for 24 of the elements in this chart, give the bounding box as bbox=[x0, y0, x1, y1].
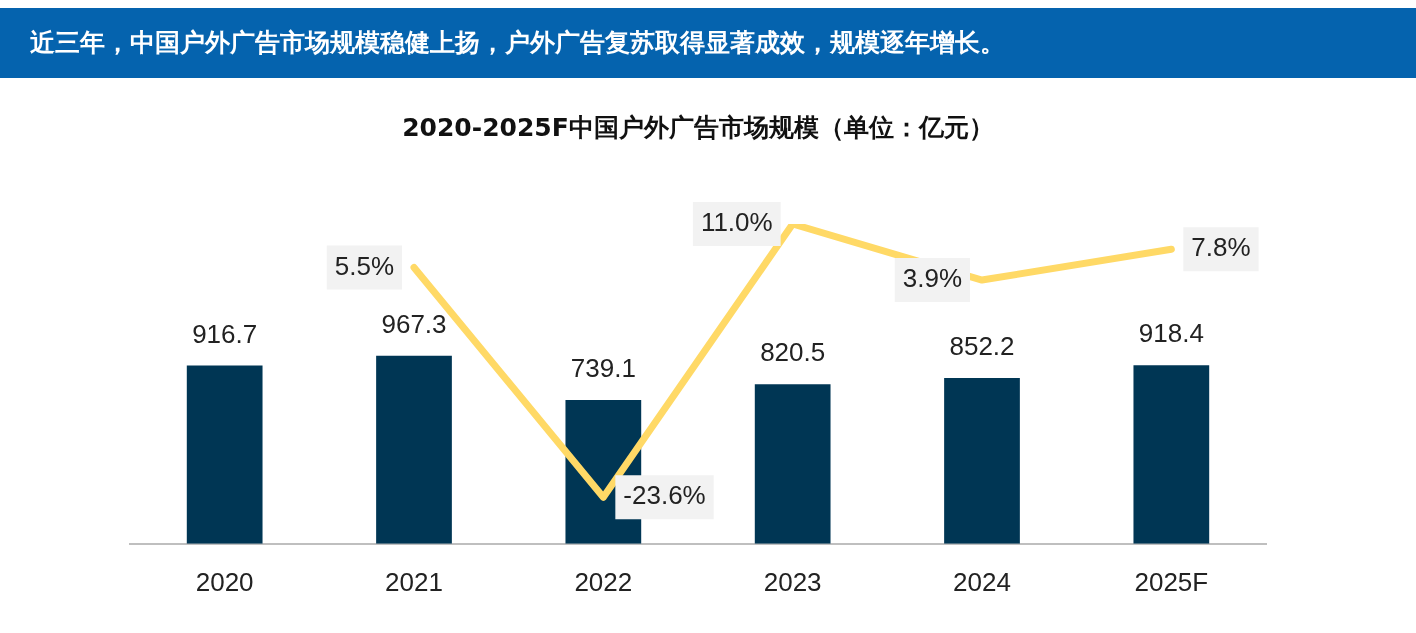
chart-title: 近三年，中国户外广告市场规模稳健上扬，户外广告复苏取得显著成效，规模逐年增长。 bbox=[0, 8, 1416, 78]
bar bbox=[186, 365, 263, 544]
x-tick-label: 2021 bbox=[385, 566, 443, 597]
data-label: 916.7 bbox=[192, 318, 258, 349]
bar bbox=[754, 384, 831, 544]
bar bbox=[376, 355, 452, 544]
data-label: 11.0% bbox=[700, 207, 773, 238]
data-label: 967.3 bbox=[381, 308, 447, 339]
x-tick-label: 2020 bbox=[195, 566, 254, 597]
data-label: 739.1 bbox=[570, 353, 636, 384]
x-tick-label: 2023 bbox=[763, 566, 822, 597]
data-label: 852.2 bbox=[949, 331, 1015, 362]
data-label: 820.5 bbox=[760, 337, 826, 368]
bar bbox=[1133, 365, 1210, 544]
data-label: 7.8% bbox=[1191, 232, 1251, 263]
x-tick-label: 2025F bbox=[1134, 566, 1209, 597]
bar bbox=[944, 378, 1020, 544]
data-label: 5.5% bbox=[334, 250, 394, 281]
data-label: -23.6% bbox=[623, 480, 706, 511]
x-tick-label: 2022 bbox=[574, 566, 633, 597]
data-label: 918.4 bbox=[1138, 318, 1204, 349]
chart-subtitle: 2020-2025F中国户外广告市场规模（单位：亿元） bbox=[402, 112, 994, 142]
data-label: 3.9% bbox=[902, 263, 962, 294]
x-tick-label: 2024 bbox=[953, 566, 1011, 597]
